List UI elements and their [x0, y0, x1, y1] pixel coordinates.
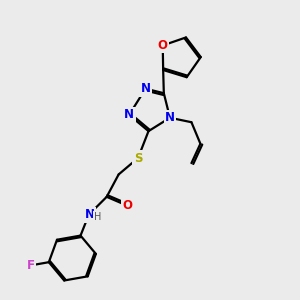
Text: O: O: [158, 39, 168, 52]
Text: S: S: [134, 152, 142, 164]
Text: N: N: [140, 82, 151, 95]
Text: N: N: [165, 111, 175, 124]
Text: O: O: [123, 199, 133, 212]
Text: H: H: [94, 212, 101, 222]
Text: N: N: [84, 208, 94, 221]
Text: F: F: [27, 259, 34, 272]
Text: N: N: [124, 108, 134, 122]
